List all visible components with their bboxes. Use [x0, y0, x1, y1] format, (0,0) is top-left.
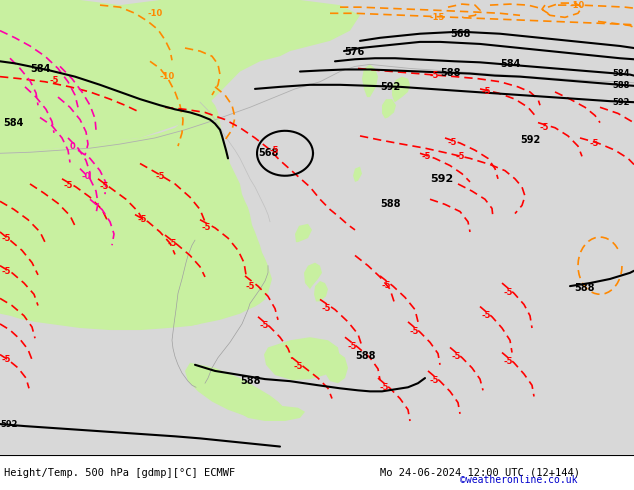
Text: -5: -5	[322, 304, 332, 313]
Text: -5: -5	[448, 138, 458, 147]
Text: ©weatheronline.co.uk: ©weatheronline.co.uk	[460, 475, 578, 485]
Text: -5: -5	[540, 123, 550, 132]
Text: 588: 588	[574, 283, 595, 293]
Text: -5: -5	[260, 321, 269, 330]
Text: -5: -5	[2, 355, 11, 364]
Text: -5: -5	[64, 181, 74, 191]
Text: 592: 592	[612, 98, 630, 107]
Polygon shape	[353, 167, 362, 182]
Text: 568: 568	[450, 29, 470, 39]
Text: 584: 584	[30, 65, 50, 74]
Text: -5: -5	[382, 281, 392, 290]
Text: 584: 584	[612, 69, 630, 78]
Polygon shape	[382, 99, 396, 119]
Polygon shape	[0, 0, 360, 153]
Polygon shape	[167, 234, 213, 326]
Text: 584: 584	[500, 59, 521, 70]
Text: 592: 592	[380, 82, 400, 92]
Text: -5: -5	[504, 357, 514, 366]
Text: 592: 592	[520, 135, 540, 145]
Text: Height/Temp. 500 hPa [gdmp][°C] ECMWF: Height/Temp. 500 hPa [gdmp][°C] ECMWF	[4, 468, 235, 478]
Text: 568: 568	[258, 148, 278, 158]
Text: -5: -5	[137, 215, 146, 224]
Polygon shape	[264, 337, 340, 380]
Polygon shape	[235, 398, 305, 421]
Text: 588: 588	[440, 68, 460, 77]
Text: -5: -5	[50, 76, 60, 85]
Polygon shape	[185, 363, 282, 418]
Text: -5: -5	[347, 342, 356, 351]
Text: -5: -5	[155, 172, 164, 181]
Polygon shape	[392, 76, 410, 102]
Text: -5: -5	[167, 239, 176, 248]
Text: Mo 24-06-2024 12:00 UTC (12+144): Mo 24-06-2024 12:00 UTC (12+144)	[380, 468, 580, 478]
Text: -5: -5	[100, 182, 110, 192]
Polygon shape	[314, 281, 328, 301]
Text: -5: -5	[2, 234, 11, 243]
Text: -5: -5	[380, 383, 389, 392]
Text: -0: -0	[82, 172, 91, 181]
Text: -10: -10	[570, 0, 585, 10]
Text: -5: -5	[590, 139, 600, 147]
Text: 592: 592	[0, 419, 18, 429]
Text: 592: 592	[430, 174, 453, 184]
Text: 576: 576	[344, 47, 365, 57]
Polygon shape	[362, 64, 378, 97]
Text: -5: -5	[430, 376, 439, 385]
Text: -5: -5	[452, 352, 462, 361]
Text: -5: -5	[2, 268, 11, 276]
Text: -5: -5	[422, 152, 432, 161]
Text: -15: -15	[430, 13, 445, 22]
Polygon shape	[324, 352, 348, 383]
Polygon shape	[295, 224, 312, 242]
Text: 584: 584	[3, 118, 23, 127]
Text: -5: -5	[430, 71, 439, 80]
Text: -10: -10	[148, 9, 163, 18]
Text: 588: 588	[380, 199, 401, 209]
Text: -5: -5	[504, 288, 514, 297]
Text: 588: 588	[355, 351, 375, 361]
Text: -5: -5	[410, 326, 420, 336]
Polygon shape	[304, 263, 322, 289]
Text: -5: -5	[202, 223, 212, 232]
Text: 588: 588	[240, 376, 261, 386]
Text: 588: 588	[612, 81, 630, 90]
Text: -10: -10	[160, 72, 175, 81]
Text: -5: -5	[482, 88, 491, 97]
Polygon shape	[0, 99, 272, 330]
Text: -5: -5	[455, 152, 465, 161]
Text: -5: -5	[246, 282, 256, 291]
Text: -5: -5	[482, 311, 491, 320]
Text: -5: -5	[294, 362, 304, 371]
Text: -5: -5	[270, 146, 280, 155]
Text: 0: 0	[70, 142, 75, 150]
